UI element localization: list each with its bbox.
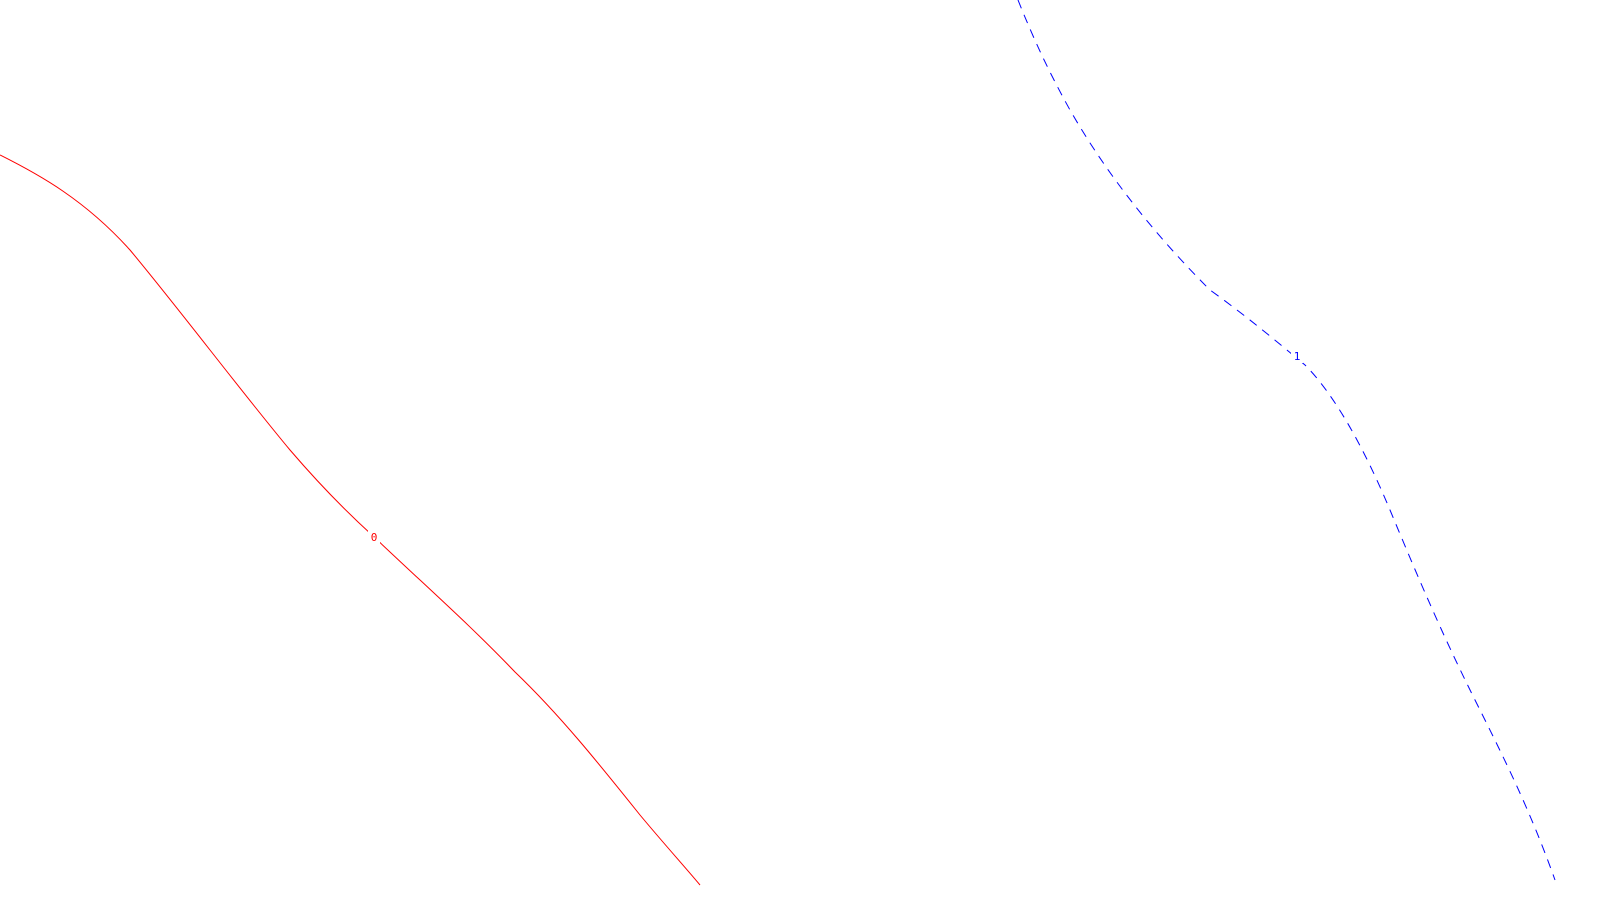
line-0-label: 0 (371, 531, 378, 544)
contour-line-1 (1017, 0, 1556, 881)
line-0-label-bg (368, 530, 380, 544)
line-1-label: 1 (1294, 350, 1301, 363)
line-1-label-bg (1291, 349, 1303, 363)
